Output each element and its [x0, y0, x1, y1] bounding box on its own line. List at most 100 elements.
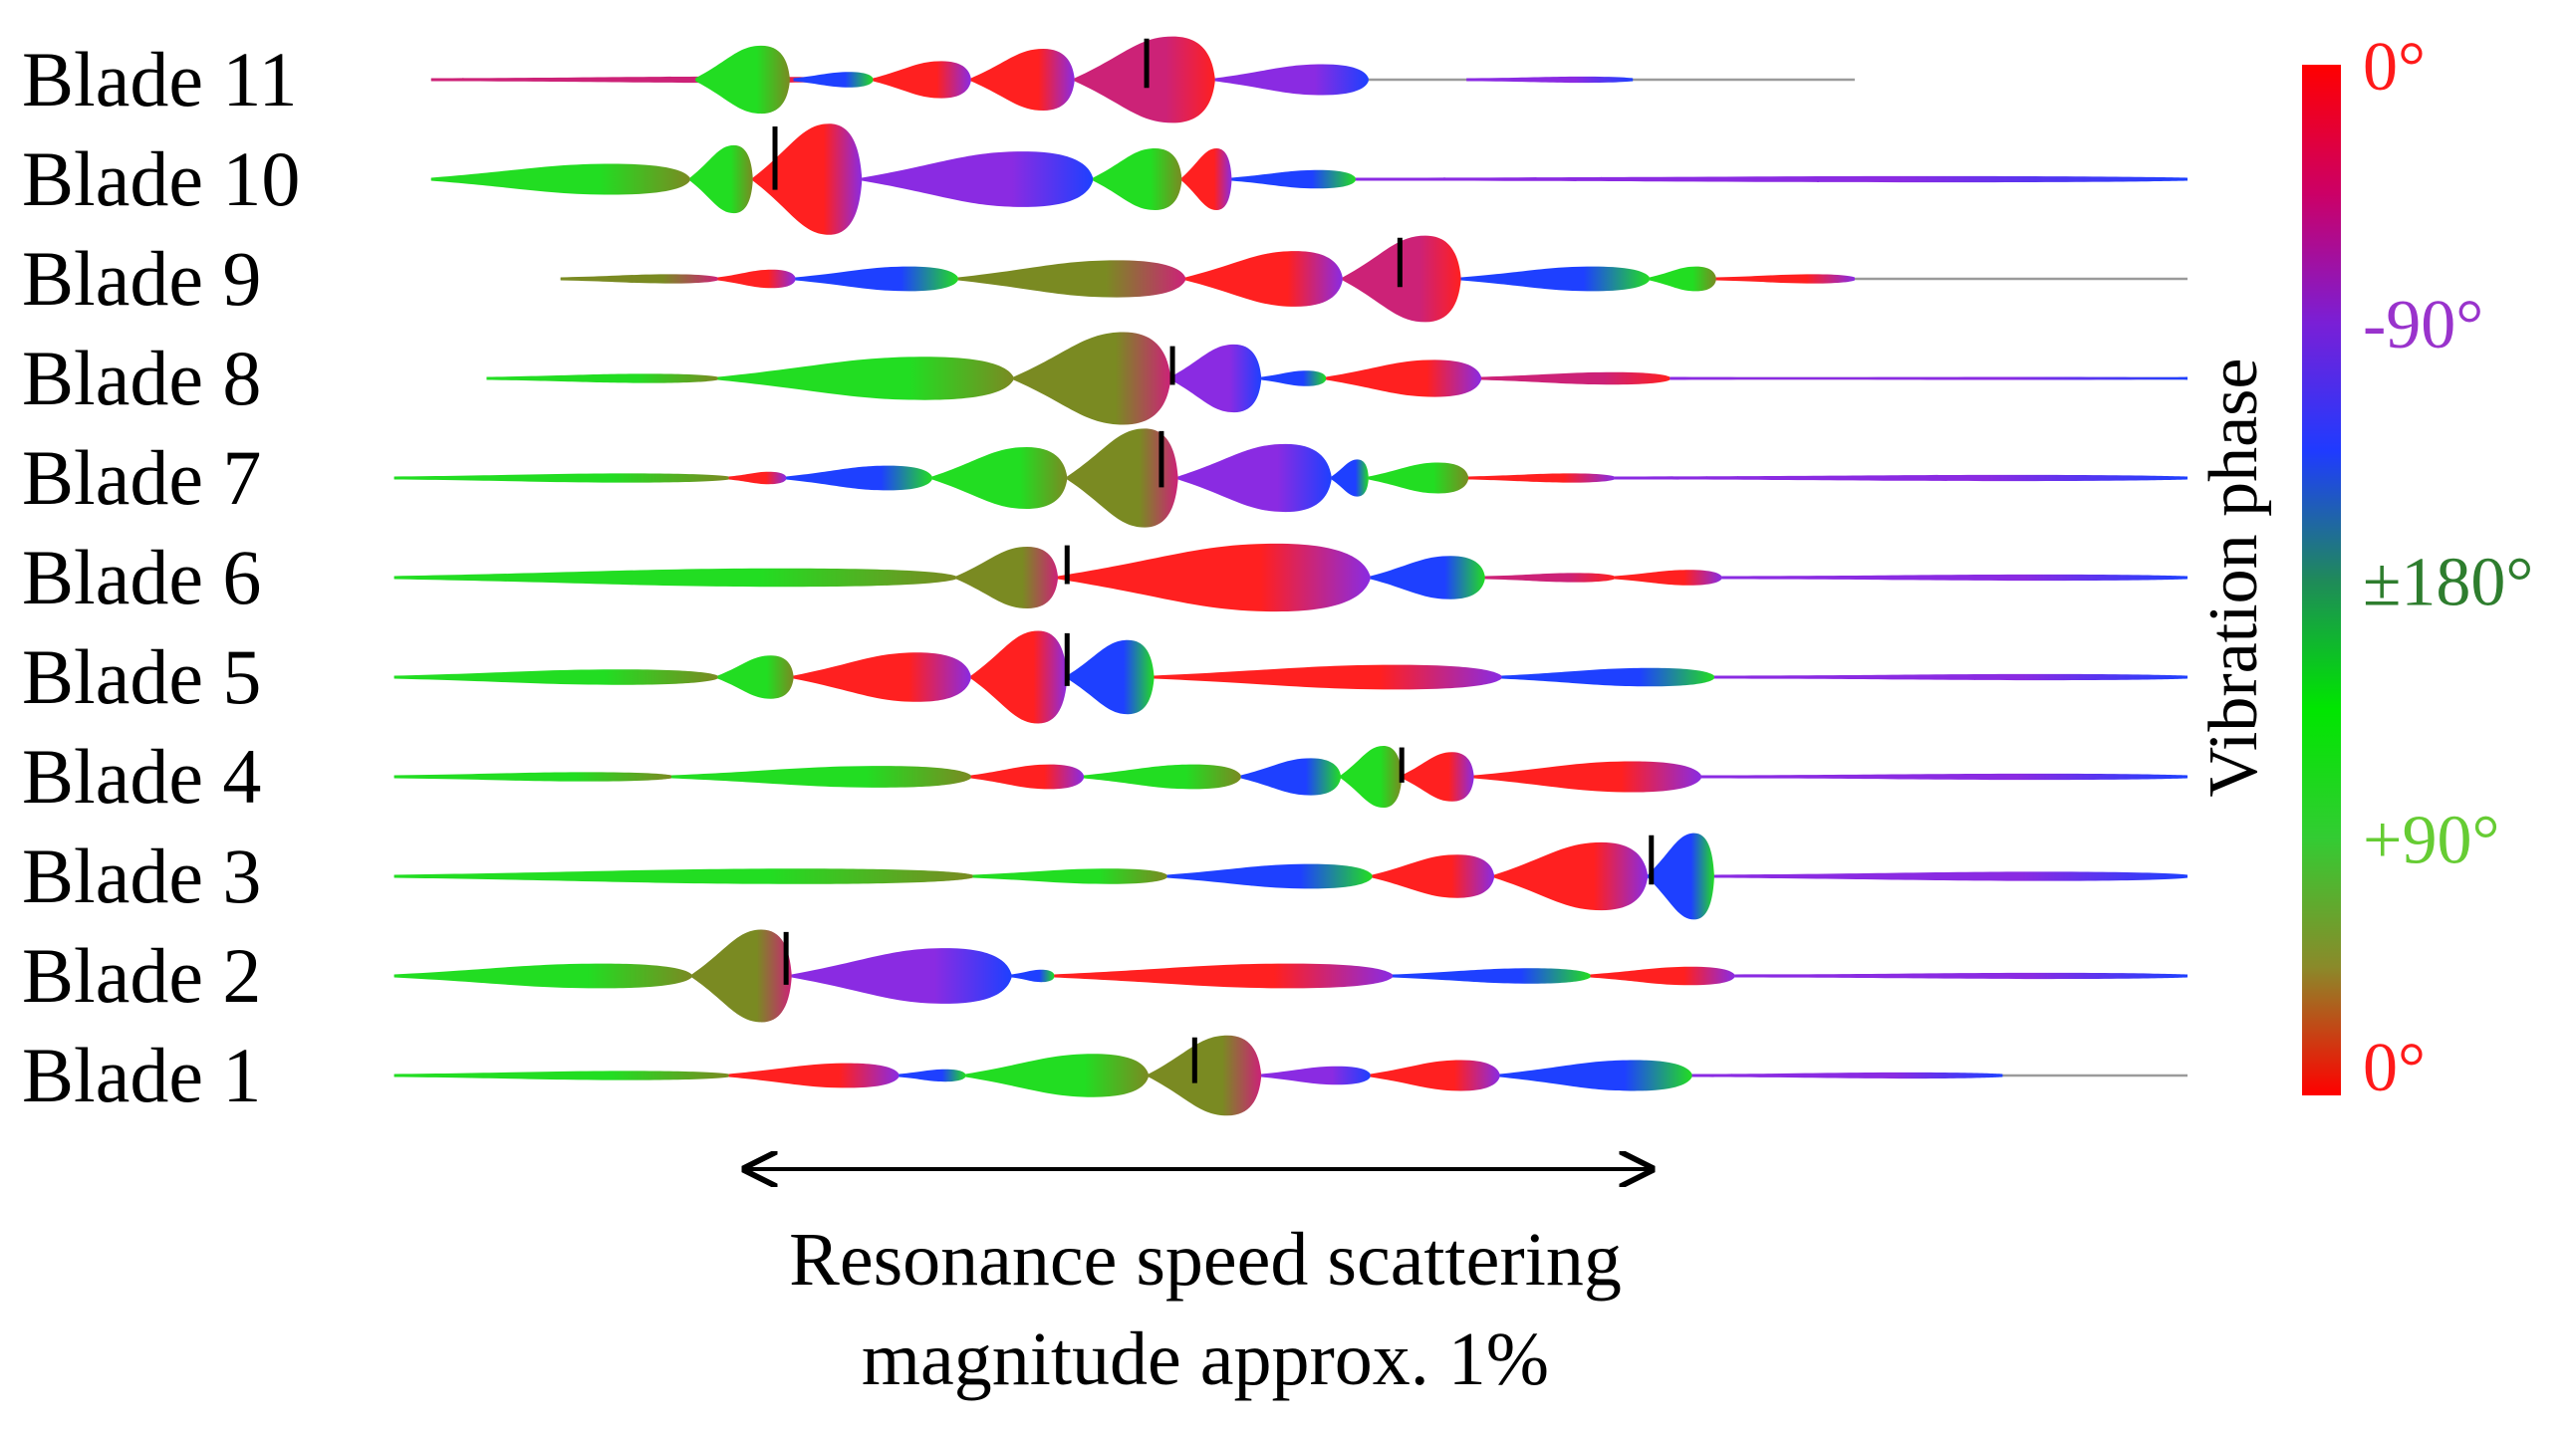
vibration-lobe [965, 1054, 1149, 1097]
vibration-lobe [1713, 871, 2188, 881]
vibration-lobe [795, 266, 958, 292]
vibration-lobe [793, 72, 874, 88]
vibration-lobe [728, 1063, 900, 1088]
colorbar-tick-3: +90° [2363, 802, 2499, 878]
vibration-lobe [1734, 972, 2188, 980]
vibration-lobe [1355, 175, 2188, 183]
vibration-lobe [1011, 969, 1055, 983]
blade-row [393, 746, 2188, 808]
vibration-lobe [972, 868, 1167, 884]
vibration-lobe [873, 61, 971, 99]
blade-row [486, 332, 2188, 425]
vibration-lobe [393, 868, 973, 884]
blade-label: Blade 2 [22, 932, 261, 1019]
blade-row [560, 235, 2188, 323]
vibration-lobe [1261, 370, 1327, 386]
colorbar-gradient [2302, 65, 2341, 1095]
blade-row [393, 1035, 2188, 1116]
vibration-lobe [1614, 474, 2188, 482]
vibration-lobe [1468, 473, 1615, 483]
vibration-lobe [752, 123, 863, 235]
vibration-lobe [717, 269, 796, 289]
vibration-lobe [1166, 863, 1373, 889]
blade-rows [393, 36, 2188, 1116]
vibration-lobe [1370, 1060, 1500, 1091]
vibration-lobe [1392, 968, 1591, 984]
vibration-lobe [1185, 251, 1343, 307]
vibration-lobe [1648, 833, 1714, 920]
vibration-lobe [1368, 462, 1469, 494]
colorbar-tick-labels: 0° -90° ±180° +90° 0° [2363, 29, 2533, 1106]
annotation-line-1: Resonance speed scattering [789, 1218, 1622, 1302]
vibration-lobe [1402, 752, 1474, 802]
vibration-lobe [1154, 664, 1502, 690]
blade-label: Blade 10 [22, 135, 300, 222]
vibration-lobe [1214, 64, 1369, 96]
vibration-lobe [955, 547, 1058, 608]
blade-row [430, 36, 1855, 123]
vibration-lobe [1083, 764, 1241, 790]
vibration-lobe [728, 471, 787, 485]
vibration-lobe [1590, 966, 1735, 986]
vibration-lobe [1466, 76, 1634, 84]
vibration-lobe [393, 772, 672, 782]
blade-label: Blade 8 [22, 335, 261, 421]
blade-label: Blade 7 [22, 434, 261, 521]
blade-row [393, 929, 2188, 1023]
colorbar-tick-2: ±180° [2363, 545, 2533, 621]
vibration-lobe [957, 260, 1186, 298]
vibration-lobe [1067, 428, 1178, 528]
vibration-lobe [1326, 359, 1482, 397]
blade-label: Blade 9 [22, 235, 261, 322]
blade-row [393, 833, 2188, 920]
vibration-lobe [1372, 854, 1494, 898]
vibration-lobe [1177, 443, 1332, 513]
vibration-lobe [970, 764, 1084, 790]
vibration-lobe [1715, 274, 1855, 284]
vibration-lobe [793, 652, 971, 702]
vibration-lobe [1240, 758, 1341, 796]
vibration-lobe [1713, 673, 2188, 681]
vibration-lobe [393, 568, 956, 588]
vibration-lobe [717, 655, 794, 699]
vibration-lobe [695, 45, 790, 115]
vibration-lobe [1067, 639, 1155, 715]
vibration-lobe [1484, 573, 1615, 583]
vibration-lobe [1261, 1066, 1371, 1085]
vibration-lobe [1331, 459, 1369, 497]
blade-label: Blade 1 [22, 1032, 261, 1118]
colorbar-tick-4: 0° [2363, 1030, 2426, 1106]
vibration-lobe [1057, 543, 1371, 612]
vibration-lobe [791, 948, 1012, 1004]
vibration-lobe [393, 473, 729, 483]
vibration-lobe [1614, 570, 1722, 586]
blade-label: Blade 11 [22, 36, 298, 122]
vibration-lobe [1170, 344, 1262, 413]
colorbar-tick-0: 0° [2363, 29, 2426, 106]
vibration-lobe [786, 465, 932, 491]
vibration-lobe [1670, 376, 2188, 380]
vibration-lobe [1460, 266, 1650, 292]
blade-row [430, 123, 2188, 235]
vibration-lobe [1494, 841, 1649, 911]
vibration-lobe [1691, 1072, 2003, 1079]
vibration-lobe [1721, 574, 2188, 582]
vibration-lobe [430, 76, 857, 84]
blade-row [393, 630, 2188, 724]
blade-row [393, 428, 2188, 528]
vibration-lobe [717, 357, 1014, 400]
colorbar: Vibration phase 0° -90° ±180° +90° 0° [2195, 29, 2533, 1106]
vibration-lobe [393, 1071, 729, 1080]
vibration-lobe [689, 144, 753, 214]
colorbar-tick-1: -90° [2363, 287, 2483, 363]
blade-row [393, 543, 2188, 612]
blade-label: Blade 3 [22, 833, 261, 919]
vibration-lobe [1473, 761, 1701, 793]
vibration-lobe [393, 669, 718, 685]
vibration-lobe [1054, 963, 1393, 989]
vibration-lobe [486, 373, 718, 383]
vibration-lobe [430, 163, 690, 195]
vibration-lobe [691, 929, 792, 1023]
vibration-lobe [931, 447, 1068, 509]
